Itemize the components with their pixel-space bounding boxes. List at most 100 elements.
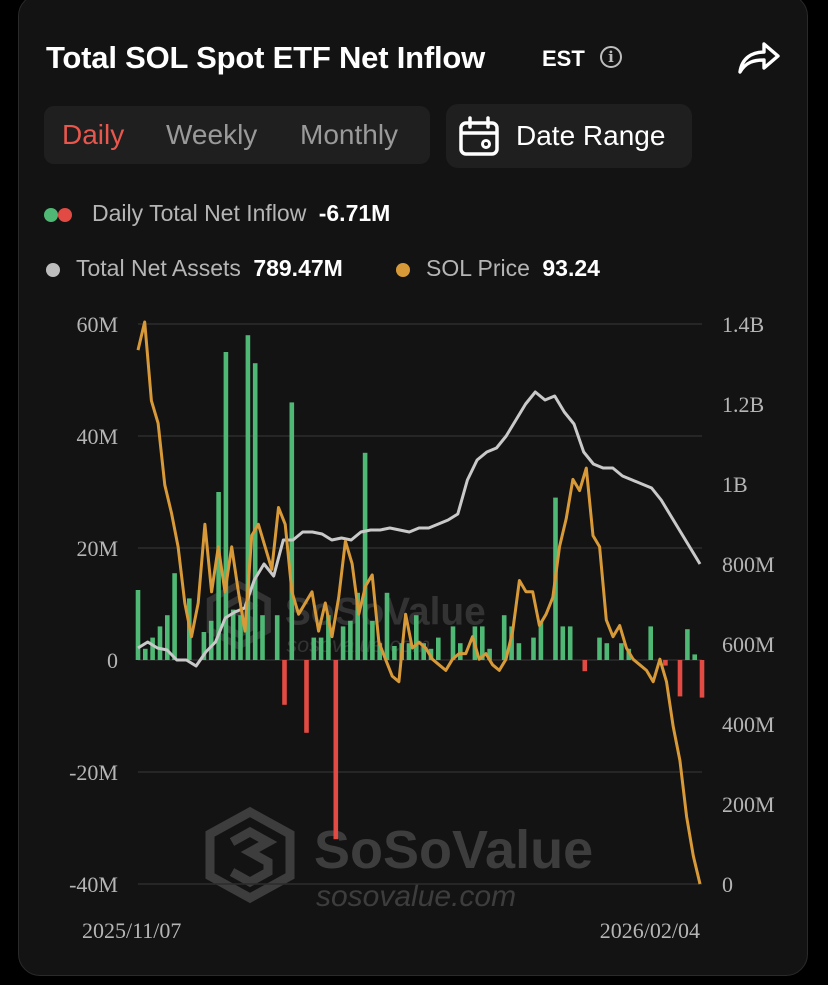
y-right-tick-label: 800M (722, 552, 775, 577)
legend-daily-inflow[interactable]: Daily Total Net Inflow -6.71M (44, 200, 390, 227)
page-title: Total SOL Spot ETF Net Inflow (46, 40, 486, 75)
sol-price-line (136, 320, 702, 885)
y-left-tick-label: 40M (76, 424, 118, 449)
inflow-bar (230, 609, 236, 660)
legend-net-assets-dot (46, 262, 60, 277)
inflow-bar (377, 643, 382, 660)
inflow-bar (260, 615, 265, 660)
inflow-bar (692, 654, 697, 660)
inflow-bar (223, 352, 229, 660)
y-right-tick-label: 1B (722, 472, 748, 497)
inflow-bar (450, 626, 456, 660)
inflow-bars (135, 335, 705, 840)
inflow-bar (458, 643, 463, 660)
y-left-tick-label: -40M (69, 872, 118, 897)
inflow-bar (501, 615, 507, 660)
outflow-bar (282, 660, 287, 705)
inflow-bar (355, 592, 360, 660)
outflow-bar (677, 660, 683, 697)
date-range-button[interactable]: Date Range (446, 104, 692, 168)
y-right-tick-label: 0 (722, 872, 733, 897)
inflow-bar (340, 626, 346, 660)
watermark-brand: SoSoValue (314, 820, 593, 880)
inflow-bar (157, 626, 163, 660)
inflow-bar (362, 452, 368, 660)
x-end-label: 2026/02/04 (600, 918, 700, 943)
inflow-bar (245, 335, 251, 660)
inflow-bar (685, 629, 690, 660)
inflow-bar (348, 620, 353, 660)
y-right-tick-label: 600M (722, 632, 775, 657)
calendar-icon (459, 116, 499, 156)
legend-inflow-label: Daily Total Net Inflow (92, 200, 307, 226)
tab-daily[interactable]: Daily (62, 119, 125, 150)
inflow-bar (143, 648, 148, 660)
inflow-bar (201, 632, 207, 660)
inflow-bar (318, 637, 324, 660)
legend-negative-dot (58, 207, 72, 222)
inflow-bar (531, 637, 536, 660)
inflow-bar (619, 643, 624, 660)
outflow-bar (582, 660, 588, 672)
y-right-tick-label: 200M (722, 792, 775, 817)
info-icon[interactable]: i (600, 46, 622, 68)
inflow-bar (567, 626, 573, 660)
interval-tabs: Daily Weekly Monthly (44, 106, 430, 164)
outflow-bar (333, 660, 339, 840)
inflow-bar (560, 626, 566, 660)
legend-sol-price-dot (396, 262, 410, 277)
legend-net-assets[interactable]: Total Net Assets 789.47M (46, 255, 343, 282)
y-left-tick-label: -20M (69, 760, 118, 785)
watermark-site: sosovalue.com (316, 880, 516, 913)
date-range-label: Date Range (516, 120, 666, 151)
inflow-bar (238, 615, 243, 660)
x-start-label: 2025/11/07 (82, 918, 181, 943)
inflow-bar (406, 643, 412, 660)
inflow-bar (274, 615, 280, 660)
outflow-bar (663, 660, 668, 666)
inflow-bar (487, 648, 492, 660)
y-left-tick-label: 0 (107, 648, 118, 673)
tab-monthly[interactable]: Monthly (300, 119, 399, 150)
legend-inflow-swatch (44, 207, 74, 223)
y-right-tick-label: 400M (722, 712, 775, 737)
legend-positive-dot (44, 207, 58, 222)
inflow-bar (604, 643, 610, 660)
inflow-bar (516, 643, 522, 660)
inflow-bar (289, 402, 295, 660)
tab-weekly[interactable]: Weekly (166, 119, 258, 150)
share-icon[interactable] (736, 40, 780, 76)
inflow-bar (421, 643, 426, 660)
legend-net-assets-value: 789.47M (253, 255, 343, 281)
inflow-bar (384, 592, 390, 660)
timezone-label[interactable]: EST (542, 46, 585, 71)
watermarks: SoSoValuesosovalue.comSoSoValuesosovalue… (205, 580, 593, 913)
legend-net-assets-label: Total Net Assets (76, 255, 241, 281)
inflow-bar (135, 590, 141, 660)
legend-sol-price[interactable]: SOL Price 93.24 (396, 255, 600, 282)
legend-sol-price-value: 93.24 (542, 255, 600, 281)
inflow-bar (172, 573, 177, 660)
inflow-bar (392, 646, 397, 660)
outflow-bar (699, 660, 705, 698)
inflow-bar (370, 620, 375, 660)
y-left-tick-label: 60M (76, 312, 118, 337)
watermark-logo-mark-icon (229, 826, 278, 888)
net-assets-line (137, 390, 702, 668)
legend-inflow-value: -6.71M (318, 200, 391, 226)
inflow-bar (208, 620, 214, 660)
y-right-tick-label: 1.2B (722, 392, 764, 417)
inflow-bar (252, 363, 258, 660)
chart-axes: 60M 40M 20M 0 -20M -40M 1.4B 1.2B 1B 800M 600M 400M… (69, 312, 774, 943)
inflow-bar (480, 626, 485, 660)
y-right-tick-label: 1.4B (722, 312, 764, 337)
inflow-bar (597, 637, 602, 660)
inflow-bar (216, 492, 221, 660)
inflow-bar (311, 637, 317, 660)
inflow-bar (509, 626, 514, 660)
inflow-bar (414, 615, 419, 660)
inflow-bar (326, 615, 331, 660)
